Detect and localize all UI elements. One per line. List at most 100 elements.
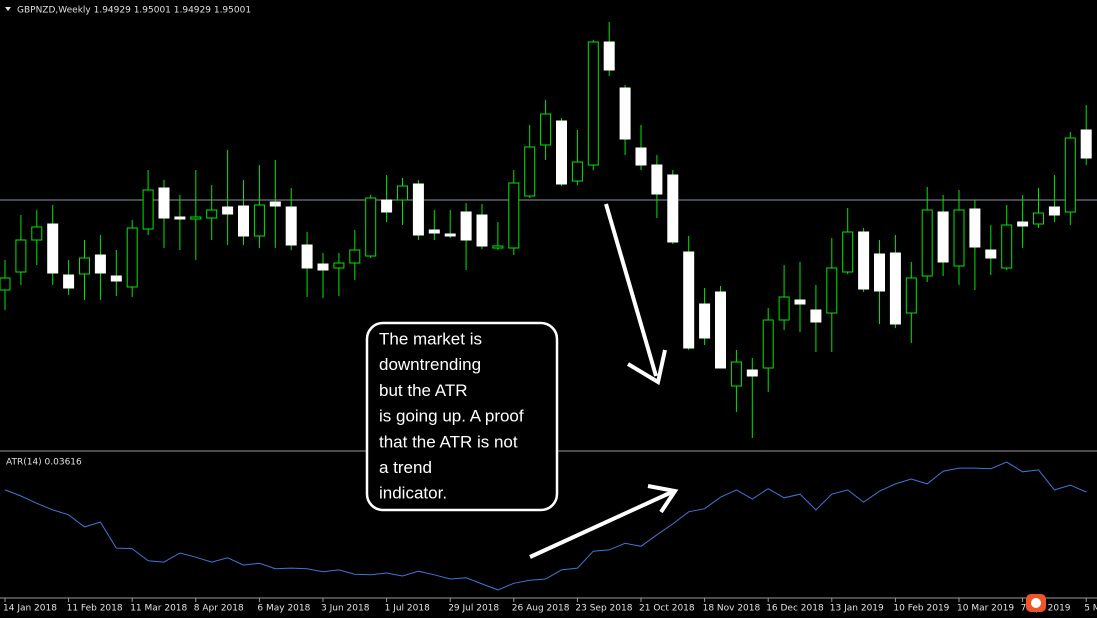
candle-body-down [858, 231, 870, 290]
candle-body-down [285, 206, 297, 246]
candle-body-down [794, 299, 806, 305]
candle-body-down [381, 199, 393, 213]
x-tick-label: 13 Jan 2019 [830, 604, 884, 614]
annotation-line: but the ATR [379, 381, 468, 400]
x-tick-label: 16 Dec 2018 [766, 604, 824, 614]
candle-body-down [1080, 129, 1092, 159]
atr-pane [4, 461, 1087, 591]
candle-body-down [301, 244, 313, 269]
x-axis: 14 Jan 2018 11 Feb 2018 11 Mar 2018 8 Apr 2… [3, 598, 1097, 614]
candle-body-down [937, 211, 949, 263]
candle-body-down [667, 174, 679, 243]
candle-body-down [476, 214, 488, 247]
candle-body-up [1033, 212, 1044, 225]
candle-body-up [126, 227, 138, 288]
candle-body-up [397, 185, 408, 201]
arrow-down [604, 203, 658, 377]
candle-body-down [444, 233, 456, 237]
candle-body-up [492, 245, 504, 249]
x-tick-label: 14 Jan 2018 [3, 604, 57, 614]
watermark [1026, 594, 1046, 612]
candle-body-up [15, 239, 27, 273]
candle-body-down [110, 275, 122, 282]
candle-body-up [79, 257, 90, 275]
x-tick-label: 18 Nov 2018 [703, 604, 761, 614]
candle-body-down [683, 251, 695, 349]
annotation-line: indicator. [379, 484, 447, 503]
candle-body-down [985, 249, 997, 259]
x-tick-label: 23 Sep 2018 [575, 604, 632, 614]
x-tick-label: 11 Mar 2018 [130, 604, 187, 614]
candle-body-up [778, 296, 790, 321]
candle-body-up [190, 216, 202, 220]
candle-body-down [889, 252, 901, 325]
candle-body-down [174, 216, 186, 220]
candle-body-down [715, 291, 726, 369]
candle-body-down [746, 369, 758, 377]
candle-body-down [619, 87, 631, 140]
x-tick-label: 21 Oct 2018 [639, 604, 695, 614]
annotation-line: is going up. A proof [379, 407, 524, 426]
annotation-box [365, 321, 559, 512]
candle-body-down [63, 274, 75, 289]
menu-arrow[interactable] [5, 7, 11, 11]
candle-body-up [730, 361, 742, 387]
annotation-line: a trend [379, 458, 432, 477]
candle-body-down [810, 309, 822, 323]
candle-body-down [47, 223, 59, 274]
candle-body-up [1064, 137, 1076, 213]
candle-body-up [31, 226, 43, 241]
candle-body-down [874, 253, 885, 292]
candle-body-up [349, 249, 361, 264]
candle-body-down [412, 183, 424, 236]
candle-body-up [253, 204, 265, 237]
candle-body-down [556, 120, 567, 185]
x-tick-label: 26 Aug 2018 [512, 604, 570, 614]
candle-body-up [333, 262, 345, 269]
arrow-head [626, 349, 667, 386]
chart-title: GBPNZD,Weekly 1.94929 1.95001 1.94929 1.… [17, 6, 251, 16]
candle-body-down [158, 187, 170, 219]
candle-body-down [269, 201, 281, 207]
candle-body-down [969, 208, 981, 248]
candle-body-down [1048, 206, 1060, 216]
candle-body-down [317, 263, 329, 271]
candle-body-down [635, 147, 647, 166]
candle-body-up [921, 209, 933, 277]
annotation: The market is downtrending but the ATR is g… [379, 329, 524, 502]
candle-body-up [524, 146, 536, 197]
candle-body-down [651, 164, 663, 195]
annotation-line: The market is [379, 329, 482, 348]
x-tick-label: 3 Jun 2018 [321, 604, 370, 614]
x-tick-label: 10 Feb 2019 [893, 604, 949, 614]
x-tick-label: 10 Mar 2019 [957, 604, 1014, 614]
candle-body-up [842, 231, 854, 273]
x-tick-label: 5 May 2019 [1084, 604, 1097, 614]
logo-mark [1031, 598, 1041, 608]
candle-body-down [460, 211, 472, 241]
candle-body-up [826, 267, 838, 314]
candle-body-up [953, 209, 965, 267]
candle-body-up [571, 161, 583, 182]
annotation-line: that the ATR is not [379, 432, 518, 451]
x-tick-label: 29 Jul 2018 [448, 604, 499, 614]
arrow-head [647, 484, 679, 514]
candle-body-up [365, 197, 377, 257]
indicator-title: ATR(14) 0.03616 [6, 458, 82, 468]
candle-body-down [603, 41, 615, 71]
candle-body-down [1017, 221, 1029, 227]
candle-body-up [1001, 224, 1013, 269]
candle-body-up [0, 277, 11, 291]
annotation-line: downtrending [379, 355, 481, 374]
candle-body-down [94, 254, 106, 274]
candle-body-up [762, 319, 774, 369]
candle-body-down [238, 205, 249, 237]
x-tick-label: 8 Apr 2018 [194, 604, 244, 614]
candle-body-up [206, 209, 218, 219]
candle-body-up [540, 113, 552, 146]
candle-body-up [142, 189, 154, 230]
candle-body-down [428, 229, 440, 234]
x-tick-label: 6 May 2018 [257, 604, 310, 614]
